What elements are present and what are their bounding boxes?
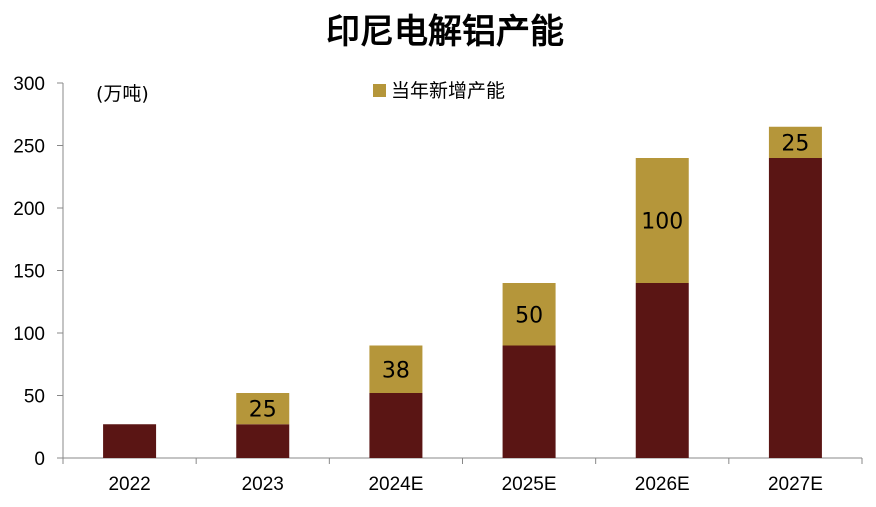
y-tick-label: 200 — [13, 199, 45, 220]
bar-existing-capacity — [103, 424, 157, 458]
x-tick-label: 2026E — [635, 474, 690, 495]
x-axis: 2022 2023 2024E 2025E 2026E 2027E — [62, 457, 863, 495]
data-label: 25 — [249, 398, 277, 423]
data-label: 100 — [641, 210, 683, 235]
bar-new-capacity — [236, 393, 290, 425]
y-tick-label: 50 — [24, 387, 45, 408]
bars — [103, 126, 822, 458]
data-label: 38 — [382, 358, 410, 383]
legend-swatch-new-capacity — [373, 84, 386, 97]
y-tick-label: 250 — [13, 137, 45, 158]
legend: 当年新增产能 — [373, 80, 505, 102]
x-tick-label: 2022 — [108, 474, 150, 495]
bar-existing-capacity — [369, 393, 423, 458]
bar-existing-capacity — [768, 158, 822, 458]
y-tick-label: 0 — [34, 449, 45, 470]
y-axis: 0 50 100 150 200 250 300 — [13, 74, 64, 470]
bar-new-capacity — [502, 283, 556, 346]
bar-existing-capacity — [236, 424, 290, 458]
bar-existing-capacity — [502, 345, 556, 458]
data-label: 25 — [781, 131, 809, 156]
x-tick-label: 2025E — [502, 474, 557, 495]
y-tick-label: 300 — [13, 74, 45, 95]
unit-label: (万吨) — [96, 83, 149, 105]
x-tick-label: 2023 — [242, 474, 284, 495]
bar-new-capacity — [635, 158, 689, 283]
data-label: 50 — [515, 303, 543, 328]
legend-label-new-capacity: 当年新增产能 — [391, 80, 505, 102]
bar-existing-capacity — [635, 283, 689, 458]
y-tick-label: 150 — [13, 262, 45, 283]
chart-title: 印尼电解铝产能 — [326, 12, 564, 52]
x-tick-label: 2027E — [768, 474, 823, 495]
bar-new-capacity — [369, 345, 423, 393]
bar-new-capacity — [768, 126, 822, 158]
y-tick-label: 100 — [13, 324, 45, 345]
data-labels: 25 38 50 100 25 — [249, 131, 810, 422]
x-tick-label: 2024E — [368, 474, 423, 495]
